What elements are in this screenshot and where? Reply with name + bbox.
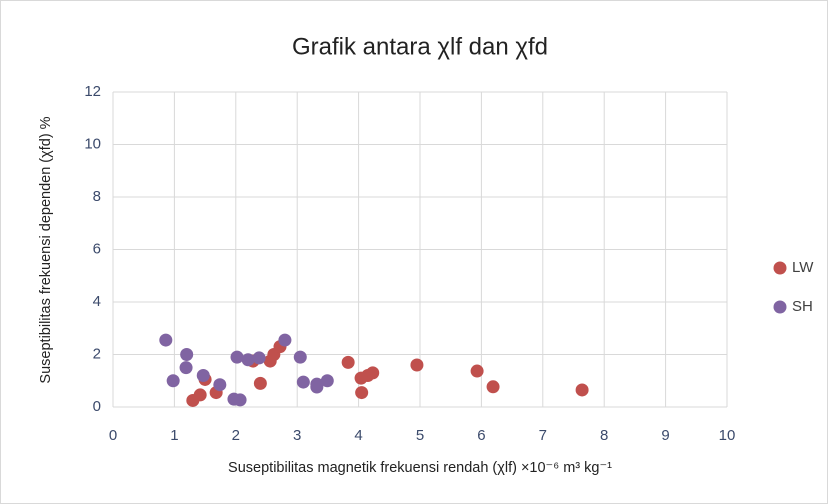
x-tick-label: 9 <box>661 427 669 444</box>
x-tick-label: 4 <box>354 427 362 444</box>
x-tick-label: 7 <box>539 427 547 444</box>
x-tick-label: 8 <box>600 427 608 444</box>
point <box>180 348 194 361</box>
point <box>293 350 307 364</box>
x-tick-label: 2 <box>232 427 240 444</box>
x-tick-label: 10 <box>719 427 736 444</box>
point <box>233 393 247 407</box>
point <box>410 358 424 372</box>
point <box>296 375 310 389</box>
point <box>179 361 193 375</box>
legend-label: SH <box>792 298 813 315</box>
legend-label: LW <box>792 259 814 276</box>
point <box>575 383 589 397</box>
legend-marker <box>773 261 787 275</box>
x-tick-label: 1 <box>170 427 178 444</box>
point <box>193 388 207 402</box>
y-axis-label: Suseptibilitas frekuensi dependen (χfd) … <box>38 116 54 383</box>
point <box>486 380 500 394</box>
x-tick-label: 0 <box>109 427 117 444</box>
point <box>196 369 210 382</box>
point <box>366 366 380 380</box>
point <box>252 351 266 365</box>
x-axis-label: Suseptibilitas magnetik frekuensi rendah… <box>228 460 612 476</box>
legend-marker <box>773 300 787 314</box>
y-tick-label: 10 <box>84 135 101 152</box>
y-tick-label: 6 <box>93 240 101 257</box>
point <box>253 376 267 390</box>
y-tick-label: 0 <box>93 398 101 415</box>
point <box>159 333 173 347</box>
point <box>278 333 292 347</box>
point <box>355 386 369 400</box>
point <box>470 364 484 378</box>
y-tick-label: 8 <box>93 188 101 205</box>
chart-title: Grafik antara χlf dan χfd <box>292 33 548 60</box>
point <box>241 353 255 367</box>
y-tick-label: 2 <box>93 345 101 362</box>
point <box>230 350 244 364</box>
point <box>213 378 227 392</box>
x-tick-label: 5 <box>416 427 424 444</box>
point <box>341 355 355 369</box>
x-tick-label: 3 <box>293 427 301 444</box>
point <box>310 377 324 391</box>
point <box>166 374 180 388</box>
x-tick-label: 6 <box>477 427 485 444</box>
y-tick-label: 4 <box>93 293 101 310</box>
y-tick-label: 12 <box>84 83 101 100</box>
point <box>320 374 334 388</box>
